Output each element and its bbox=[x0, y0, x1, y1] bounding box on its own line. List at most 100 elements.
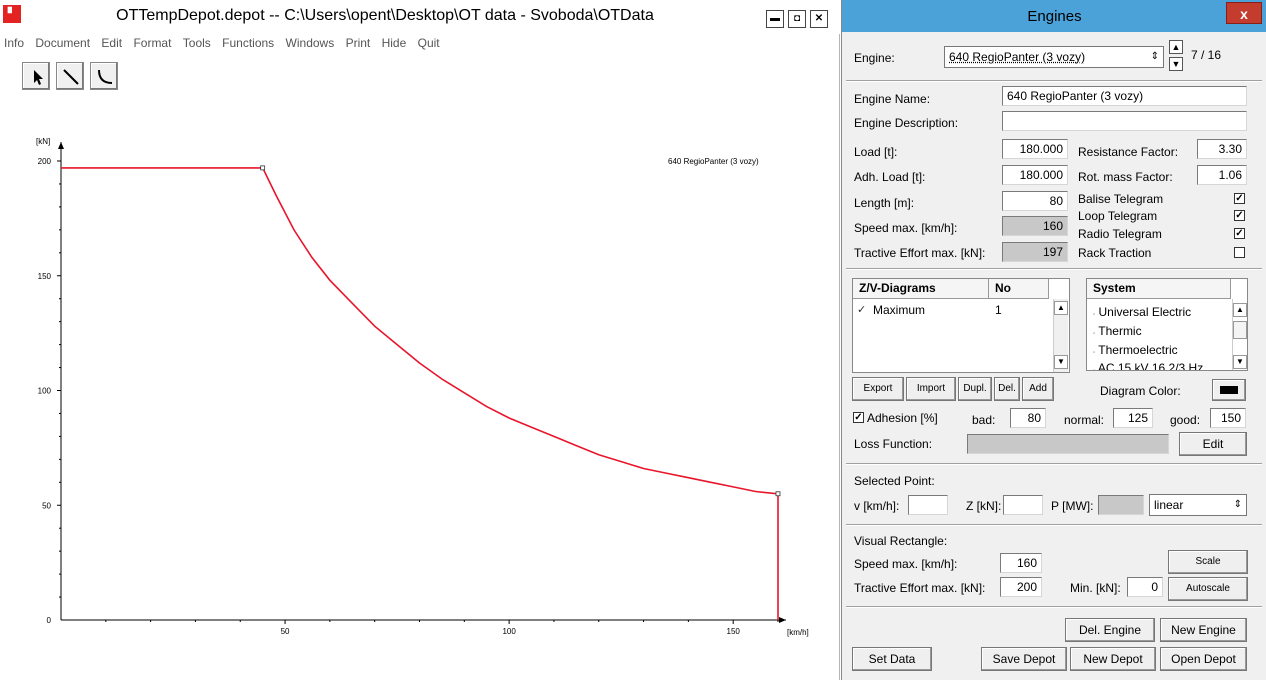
rot-mass-factor-field[interactable]: 1.06 bbox=[1197, 165, 1247, 185]
list-item[interactable]: ✓ Maximum 1 bbox=[853, 303, 1049, 319]
engine-index: 7 / 16 bbox=[1191, 48, 1222, 62]
menu-windows[interactable]: Windows bbox=[285, 36, 335, 50]
engine-select[interactable]: 640 RegioPanter (3 vozy) ⇕ bbox=[944, 46, 1164, 68]
system-header[interactable]: System bbox=[1087, 279, 1231, 299]
diagram-color-swatch bbox=[1220, 386, 1238, 394]
menu-document[interactable]: Document bbox=[35, 36, 91, 50]
tractive-effort-max-field: 197 bbox=[1002, 242, 1068, 262]
scale-button[interactable]: Scale bbox=[1168, 550, 1248, 574]
scroll-down-icon[interactable]: ▼ bbox=[1054, 355, 1068, 369]
vr-min-field[interactable]: 0 bbox=[1127, 577, 1163, 597]
curve-icon bbox=[98, 69, 113, 84]
new-depot-button[interactable]: New Depot bbox=[1070, 647, 1156, 671]
maximize-button[interactable]: ◘ bbox=[788, 10, 806, 28]
adh-load-field[interactable]: 180.000 bbox=[1002, 165, 1068, 185]
no-header[interactable]: No bbox=[989, 279, 1049, 299]
data-point[interactable] bbox=[775, 491, 781, 497]
curve-tool-button[interactable] bbox=[90, 62, 118, 90]
loop-telegram-checkbox[interactable]: ✓ bbox=[1234, 210, 1245, 221]
divider bbox=[846, 524, 1262, 526]
engine-description-label: Engine Description: bbox=[854, 116, 959, 130]
zv-diagrams-header[interactable]: Z/V-Diagrams bbox=[853, 279, 989, 299]
scroll-down-icon[interactable]: ▼ bbox=[1233, 355, 1247, 369]
y-tick-label: 50 bbox=[42, 501, 51, 510]
chart-ticks: 50 100 150 0 50 100 150 200 bbox=[38, 157, 779, 636]
line-tool-button[interactable] bbox=[56, 62, 84, 90]
autoscale-button[interactable]: Autoscale bbox=[1168, 577, 1248, 601]
tractive-effort-chart[interactable]: 50 100 150 0 50 100 150 200 [kN] [km/h] 640 Reg… bbox=[0, 130, 830, 650]
pointer-tool-button[interactable] bbox=[22, 62, 50, 90]
menu-hide[interactable]: Hide bbox=[381, 36, 407, 50]
v-field[interactable] bbox=[908, 495, 948, 515]
normal-field[interactable]: 125 bbox=[1113, 408, 1153, 428]
engine-select-value: 640 RegioPanter (3 vozy) bbox=[949, 50, 1086, 64]
rack-traction-checkbox[interactable] bbox=[1234, 247, 1245, 258]
engine-name-field[interactable]: 640 RegioPanter (3 vozy) bbox=[1002, 86, 1247, 106]
save-depot-button[interactable]: Save Depot bbox=[981, 647, 1067, 671]
import-button[interactable]: Import bbox=[906, 377, 956, 401]
engine-prev-button[interactable]: ▲ bbox=[1169, 40, 1183, 54]
load-field[interactable]: 180.000 bbox=[1002, 139, 1068, 159]
list-item[interactable]: ▫ Thermoelectric bbox=[1093, 343, 1178, 357]
divider bbox=[846, 606, 1262, 608]
edit-loss-function-button[interactable]: Edit bbox=[1179, 432, 1247, 456]
engines-close-button[interactable]: x bbox=[1226, 2, 1262, 24]
system-scrollbar[interactable]: ▲ ▼ bbox=[1232, 299, 1247, 370]
vr-tractive-effort-max-field[interactable]: 200 bbox=[1000, 577, 1042, 597]
set-data-button[interactable]: Set Data bbox=[852, 647, 932, 671]
menu-quit[interactable]: Quit bbox=[417, 36, 440, 50]
bad-field[interactable]: 80 bbox=[1010, 408, 1046, 428]
list-item[interactable]: ▫ Universal Electric bbox=[1093, 305, 1192, 319]
normal-label: normal: bbox=[1064, 413, 1105, 427]
duplicate-button[interactable]: Dupl. bbox=[958, 377, 992, 401]
list-item[interactable]: ▫ AC 15 kV 16 2/3 Hz bbox=[1093, 361, 1203, 370]
selected-point-label: Selected Point: bbox=[854, 474, 935, 488]
menu-print[interactable]: Print bbox=[345, 36, 371, 50]
interpolation-select[interactable]: linear ⇕ bbox=[1149, 494, 1247, 516]
vr-speed-max-label: Speed max. [km/h]: bbox=[854, 557, 958, 571]
new-engine-button[interactable]: New Engine bbox=[1160, 618, 1247, 642]
scroll-thumb[interactable] bbox=[1233, 321, 1247, 339]
length-field[interactable]: 80 bbox=[1002, 191, 1068, 211]
export-button[interactable]: Export bbox=[852, 377, 904, 401]
del-engine-button[interactable]: Del. Engine bbox=[1065, 618, 1155, 642]
load-label: Load [t]: bbox=[854, 145, 898, 159]
minimize-button[interactable]: ▬ bbox=[766, 10, 784, 28]
divider bbox=[846, 80, 1262, 82]
adhesion-checkbox[interactable]: ✓ bbox=[853, 412, 864, 423]
good-field[interactable]: 150 bbox=[1210, 408, 1246, 428]
engine-name-label: Engine Name: bbox=[854, 92, 931, 106]
menu-functions[interactable]: Functions bbox=[222, 36, 275, 50]
menu-format[interactable]: Format bbox=[133, 36, 172, 50]
system-item: Universal Electric bbox=[1098, 305, 1192, 319]
vr-speed-max-field[interactable]: 160 bbox=[1000, 553, 1042, 573]
menu-info[interactable]: Info bbox=[4, 36, 25, 50]
list-item[interactable]: ▫ Thermic bbox=[1093, 324, 1142, 338]
resistance-factor-label: Resistance Factor: bbox=[1078, 145, 1179, 159]
zv-diagrams-list[interactable]: Z/V-Diagrams No ✓ Maximum 1 ▲ ▼ bbox=[852, 278, 1070, 373]
radio-telegram-checkbox[interactable]: ✓ bbox=[1234, 228, 1245, 239]
chart-series[interactable] bbox=[61, 165, 781, 620]
menu-tools[interactable]: Tools bbox=[182, 36, 211, 50]
add-diagram-button[interactable]: Add bbox=[1022, 377, 1054, 401]
balise-telegram-label: Balise Telegram bbox=[1078, 192, 1164, 206]
scroll-up-icon[interactable]: ▲ bbox=[1054, 301, 1068, 315]
engine-description-field[interactable] bbox=[1002, 111, 1247, 131]
zv-scrollbar[interactable]: ▲ ▼ bbox=[1053, 299, 1068, 372]
open-depot-button[interactable]: Open Depot bbox=[1160, 647, 1247, 671]
balise-telegram-checkbox[interactable]: ✓ bbox=[1234, 193, 1245, 204]
p-label: P [MW]: bbox=[1051, 499, 1094, 513]
diagram-color-button[interactable] bbox=[1212, 379, 1246, 401]
scroll-up-icon[interactable]: ▲ bbox=[1233, 303, 1247, 317]
menu-edit[interactable]: Edit bbox=[101, 36, 123, 50]
resistance-factor-field[interactable]: 3.30 bbox=[1197, 139, 1247, 159]
y-tick-label: 150 bbox=[38, 272, 52, 281]
engine-next-button[interactable]: ▼ bbox=[1169, 57, 1183, 71]
delete-diagram-button[interactable]: Del. bbox=[994, 377, 1020, 401]
series-line[interactable] bbox=[61, 167, 779, 620]
loop-telegram-label: Loop Telegram bbox=[1078, 209, 1158, 223]
close-button[interactable]: ✕ bbox=[810, 10, 828, 28]
system-list[interactable]: System ▫ Universal Electric ▫ Thermic ▫ … bbox=[1086, 278, 1248, 371]
z-field[interactable] bbox=[1003, 495, 1043, 515]
data-point[interactable] bbox=[260, 165, 266, 171]
